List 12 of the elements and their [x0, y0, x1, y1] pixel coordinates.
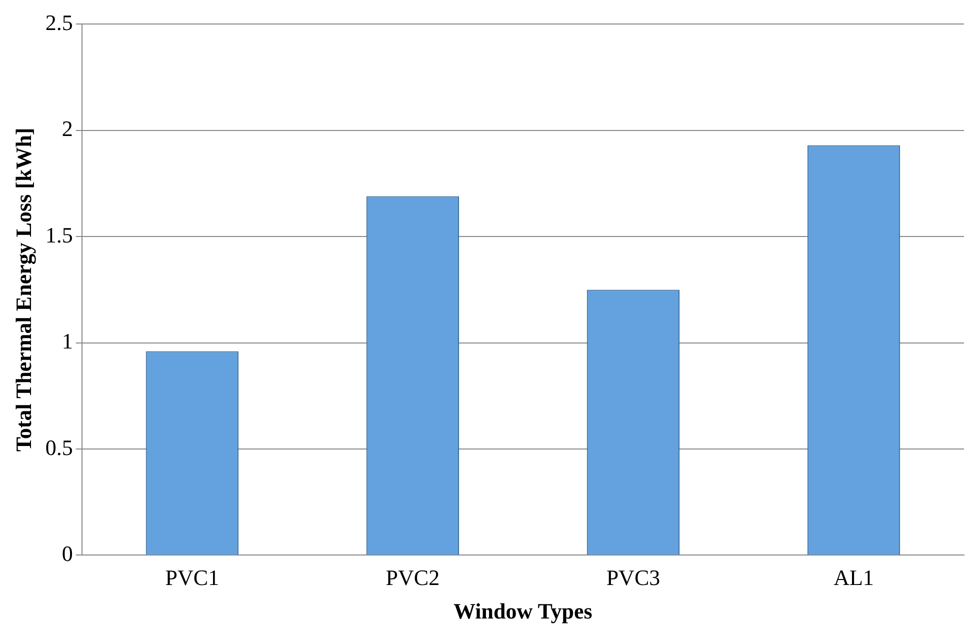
y-tick-label: 2	[62, 116, 73, 142]
x-tick-label: AL1	[834, 565, 874, 590]
x-tick-label: PVC3	[606, 565, 660, 590]
y-tick-label: 2.5	[45, 10, 73, 35]
y-tick-label: 0.5	[45, 434, 73, 460]
y-tick-label: 1	[62, 328, 73, 354]
y-tick-label: 0	[62, 540, 73, 566]
x-tick-label: PVC2	[386, 565, 440, 590]
x-axis-title: Window Types	[454, 598, 593, 624]
y-tick-label: 1.5	[45, 222, 73, 248]
y-axis-title: Total Thermal Energy Loss [kWh]	[10, 128, 36, 452]
x-tick-label: PVC1	[165, 565, 220, 590]
